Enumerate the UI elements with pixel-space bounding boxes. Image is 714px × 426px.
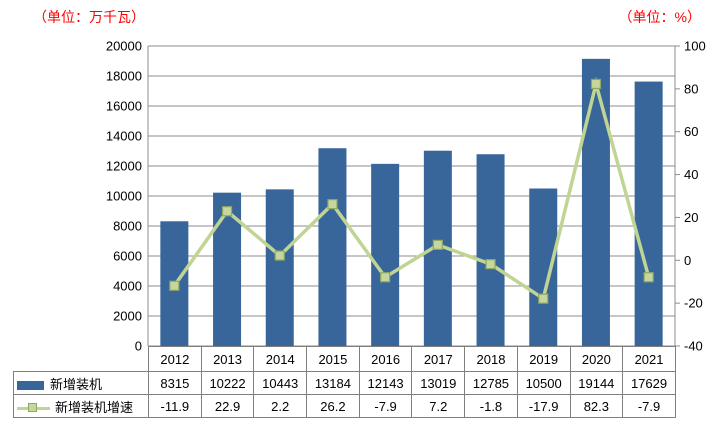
value-cell: 12143 (358, 371, 413, 395)
left-axis-tick-label: 6000 (113, 249, 142, 264)
year-cell: 2021 (622, 346, 676, 372)
line-marker-2016 (380, 272, 391, 283)
value-cell: 8315 (148, 371, 202, 395)
bar-2014 (265, 189, 294, 346)
value-cell: -7.9 (358, 394, 413, 418)
value-cell: 82.3 (569, 394, 624, 418)
value-cell: -1.8 (464, 394, 518, 418)
year-cell: 2012 (148, 346, 202, 372)
right-axis-tick-label: 60 (684, 124, 698, 139)
growth-rate-line (172, 76, 651, 302)
value-cell: 10500 (516, 371, 571, 395)
bar-2018 (476, 154, 505, 346)
bar-2016 (371, 163, 400, 346)
value-cell: 13184 (306, 371, 360, 395)
bar-series-swatch-icon (17, 380, 44, 390)
year-cell: 2017 (411, 346, 466, 372)
year-cell: 2018 (464, 346, 518, 372)
value-cell: 10222 (200, 371, 255, 395)
value-cell: 12785 (464, 371, 518, 395)
line-series-swatch-icon (17, 402, 50, 414)
year-cell: 2014 (253, 346, 308, 372)
year-cell: 2013 (200, 346, 255, 372)
right-axis-unit-label: （单位：%） (618, 9, 701, 25)
table-corner-blank (14, 347, 149, 372)
left-axis-tick-label: 14000 (106, 129, 142, 144)
left-axis-tick-label: 8000 (113, 219, 142, 234)
right-axis-tick-label: 100 (684, 39, 706, 54)
left-axis-tick-label: 16000 (106, 99, 142, 114)
value-cell: -17.9 (516, 394, 571, 418)
year-cell: 2016 (358, 346, 413, 372)
bar-2019 (529, 188, 558, 346)
combo-chart-plot: 0 2000 4000 6000 8000 10000 12000 14000 16000 180… (106, 39, 706, 354)
value-cell: -7.9 (622, 394, 676, 418)
left-axis-tick-label: 2000 (113, 309, 142, 324)
left-axis-unit-label: （单位：万千瓦） (33, 9, 145, 25)
line-marker-2015 (327, 199, 338, 210)
line-marker-2014 (274, 250, 285, 261)
left-axis-tick-label: 20000 (106, 39, 142, 54)
left-axis-tick-label: 4000 (113, 279, 142, 294)
value-cell: -11.9 (148, 394, 202, 418)
line-marker-2019 (538, 293, 549, 304)
value-cell: 19144 (569, 371, 624, 395)
value-cell: 10443 (253, 371, 308, 395)
line-marker-2012 (169, 280, 180, 291)
value-cell: 2.2 (253, 394, 308, 418)
year-cell: 2019 (516, 346, 571, 372)
value-cell: 7.2 (411, 394, 466, 418)
right-axis-tick-label: 0 (684, 253, 691, 268)
year-cell: 2015 (306, 346, 360, 372)
left-axis-tick-label: 0 (135, 339, 142, 354)
line-marker-2017 (432, 239, 443, 250)
series-name-label: 新增装机增速 (55, 399, 134, 415)
bar-2015 (318, 148, 347, 346)
value-cell: 22.9 (200, 394, 255, 418)
line-marker-2018 (485, 259, 496, 270)
legend-cell-line: 新增装机增速 (13, 394, 149, 418)
series-name-label: 新增装机 (50, 376, 103, 392)
left-axis-tick-label: 10000 (106, 189, 142, 204)
bar-2020 (581, 58, 610, 347)
right-axis-tick-label: 80 (684, 81, 698, 96)
right-axis-tick-label: 40 (684, 167, 698, 182)
line-marker-2020 (590, 78, 602, 90)
right-axis-tick-label: -20 (684, 296, 703, 311)
value-cell: 17629 (622, 371, 676, 395)
left-axis-tick-label: 18000 (106, 69, 142, 84)
right-axis-tick-label: 20 (684, 210, 698, 225)
year-cell: 2020 (569, 346, 624, 372)
value-cell: 26.2 (306, 394, 360, 418)
line-marker-2021 (643, 272, 654, 283)
legend-cell-bar: 新增装机 (13, 371, 149, 395)
data-table: 2012 2013 2014 2015 2016 2017 2018 2019 2020 2021… (13, 346, 676, 418)
right-axis-tick-label: -40 (684, 339, 703, 354)
line-marker-2013 (221, 206, 233, 217)
left-axis-tick-label: 12000 (106, 159, 142, 174)
value-cell: 13019 (411, 371, 466, 395)
bar-2021 (634, 81, 663, 346)
